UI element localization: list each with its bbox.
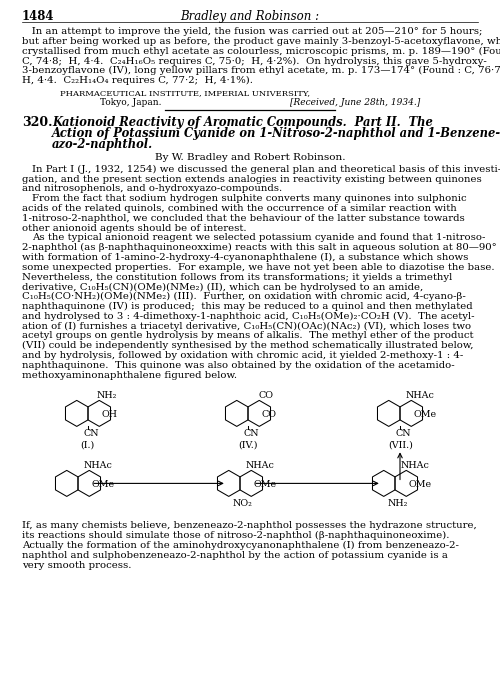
Text: NO₂: NO₂ bbox=[233, 499, 253, 509]
Text: Bradley and Robinson :: Bradley and Robinson : bbox=[180, 10, 320, 23]
Text: azo-2-naphthol.: azo-2-naphthol. bbox=[52, 138, 153, 151]
Text: some unexpected properties.  For example, we have not yet been able to diazotise: some unexpected properties. For example,… bbox=[22, 263, 494, 272]
Text: but after being worked up as before, the product gave mainly 3-benzoyl-5-acetoxy: but after being worked up as before, the… bbox=[22, 37, 500, 45]
Text: and by hydrolysis, followed by oxidation with chromic acid, it yielded 2-methoxy: and by hydrolysis, followed by oxidation… bbox=[22, 351, 463, 360]
Text: ation of (I) furnishes a triacetyl derivative, C₁₀H₅(CN)(OAc)(NAc₂) (VI), which : ation of (I) furnishes a triacetyl deriv… bbox=[22, 322, 471, 331]
Text: In an attempt to improve the yield, the fusion was carried out at 205—210° for 5: In an attempt to improve the yield, the … bbox=[22, 27, 482, 36]
Text: crystallised from much ethyl acetate as colourless, microscopic prisms, m. p. 18: crystallised from much ethyl acetate as … bbox=[22, 47, 500, 56]
Text: OMe: OMe bbox=[414, 410, 436, 420]
Text: CN: CN bbox=[243, 429, 258, 439]
Text: (I.): (I.) bbox=[80, 441, 94, 449]
Text: CN: CN bbox=[83, 429, 98, 439]
Text: OMe: OMe bbox=[408, 481, 432, 490]
Text: naphthol and sulphobenzeneazo-2-naphthol by the action of potassium cyanide is a: naphthol and sulphobenzeneazo-2-naphthol… bbox=[22, 551, 448, 559]
Text: C₁₀H₅(CO·NH₂)(OMe)(NMe₂) (III).  Further, on oxidation with chromic acid, 4-cyan: C₁₀H₅(CO·NH₂)(OMe)(NMe₂) (III). Further,… bbox=[22, 292, 466, 301]
Text: CO: CO bbox=[262, 410, 276, 420]
Text: methoxyaminonaphthalene figured below.: methoxyaminonaphthalene figured below. bbox=[22, 371, 237, 380]
Text: naphthaquinone (IV) is produced;  this may be reduced to a quinol and then methy: naphthaquinone (IV) is produced; this ma… bbox=[22, 302, 472, 311]
Text: Actually the formation of the aminohydroxycyanonaphthalene (I) from benzeneazo-2: Actually the formation of the aminohydro… bbox=[22, 541, 459, 550]
Text: 320.: 320. bbox=[22, 116, 52, 129]
Text: OMe: OMe bbox=[254, 481, 276, 490]
Text: with formation of 1-amino-2-hydroxy-4-cyanonaphthalene (I), a substance which sh: with formation of 1-amino-2-hydroxy-4-cy… bbox=[22, 253, 468, 262]
Text: and hydrolysed to 3 : 4-dimethoxy-1-naphthoic acid, C₁₀H₅(OMe)₂·CO₂H (V).  The a: and hydrolysed to 3 : 4-dimethoxy-1-naph… bbox=[22, 312, 474, 321]
Text: H, 4·4.  C₂₂H₁₄O₄ requires C, 77·2;  H, 4·1%).: H, 4·4. C₂₂H₁₄O₄ requires C, 77·2; H, 4·… bbox=[22, 76, 253, 85]
Text: CO: CO bbox=[258, 391, 274, 401]
Text: [Received, June 28th, 1934.]: [Received, June 28th, 1934.] bbox=[290, 98, 420, 107]
Text: NHAc: NHAc bbox=[400, 462, 429, 471]
Text: Tokyo, Japan.: Tokyo, Japan. bbox=[100, 98, 162, 107]
Text: and nitrosophenols, and o-hydroxyazo-compounds.: and nitrosophenols, and o-hydroxyazo-com… bbox=[22, 185, 282, 194]
Text: Action of Potassium Cyanide on 1-Nitroso-2-naphthol and 1-Benzene-: Action of Potassium Cyanide on 1-Nitroso… bbox=[52, 127, 500, 140]
Text: gation, and the present section extends analogies in reactivity existing between: gation, and the present section extends … bbox=[22, 175, 482, 183]
Text: CN: CN bbox=[395, 429, 410, 439]
Text: 1-nitroso-2-naphthol, we concluded that the behaviour of the latter substance to: 1-nitroso-2-naphthol, we concluded that … bbox=[22, 214, 465, 223]
Text: very smooth process.: very smooth process. bbox=[22, 561, 132, 570]
Text: (IV.): (IV.) bbox=[238, 441, 258, 449]
Text: NHAc: NHAc bbox=[84, 462, 112, 471]
Text: In Part I (J., 1932, 1254) we discussed the general plan and theoretical basis o: In Part I (J., 1932, 1254) we discussed … bbox=[32, 165, 500, 174]
Text: (VII.): (VII.) bbox=[388, 441, 413, 449]
Text: By W. Bradley and Robert Robinson.: By W. Bradley and Robert Robinson. bbox=[155, 153, 345, 162]
Text: NHAc: NHAc bbox=[246, 462, 274, 471]
Text: 3-benzoyflavone (IV), long yellow pillars from ethyl acetate, m. p. 173—174° (Fo: 3-benzoyflavone (IV), long yellow pillar… bbox=[22, 66, 500, 75]
Text: acetyl groups on gentle hydrolysis by means of alkalis.  The methyl ether of the: acetyl groups on gentle hydrolysis by me… bbox=[22, 331, 473, 340]
Text: (VII) could be independently synthesised by the method schematically illustrated: (VII) could be independently synthesised… bbox=[22, 342, 473, 350]
Text: acids of the related quinols, combined with the occurrence of a similar reaction: acids of the related quinols, combined w… bbox=[22, 204, 457, 213]
Text: other anionoid agents should be of interest.: other anionoid agents should be of inter… bbox=[22, 223, 246, 233]
Text: PHARMACEUTICAL INSTITUTE, IMPERIAL UNIVERSITY,: PHARMACEUTICAL INSTITUTE, IMPERIAL UNIVE… bbox=[60, 89, 310, 97]
Text: naphthaquinone.  This quinone was also obtained by the oxidation of the acetamid: naphthaquinone. This quinone was also ob… bbox=[22, 361, 454, 370]
Text: C, 74·8;  H, 4·4.  C₂₄H₁₆O₅ requires C, 75·0;  H, 4·2%).  On hydrolysis, this ga: C, 74·8; H, 4·4. C₂₄H₁₆O₅ requires C, 75… bbox=[22, 56, 487, 66]
Text: its reactions should simulate those of nitroso-2-naphthol (β-naphthaquinoneoxime: its reactions should simulate those of n… bbox=[22, 531, 450, 540]
Text: 2-naphthol (as β-naphthaquinoneoxxime) reacts with this salt in aqueous solution: 2-naphthol (as β-naphthaquinoneoxxime) r… bbox=[22, 243, 497, 253]
Text: NH₂: NH₂ bbox=[96, 391, 116, 401]
Text: If, as many chemists believe, benzeneazo-2-naphthol possesses the hydrazone stru: If, as many chemists believe, benzeneazo… bbox=[22, 521, 477, 530]
Text: Kationoid Reactivity of Aromatic Compounds.  Part II.  The: Kationoid Reactivity of Aromatic Compoun… bbox=[52, 116, 433, 129]
Text: NH₂: NH₂ bbox=[388, 499, 408, 509]
Text: 1484: 1484 bbox=[22, 10, 54, 23]
Text: OH: OH bbox=[102, 410, 117, 420]
Text: Nevertheless, the constitution follows from its transformations; it yields a tri: Nevertheless, the constitution follows f… bbox=[22, 272, 452, 282]
Text: From the fact that sodium hydrogen sulphite converts many quinones into sulphoni: From the fact that sodium hydrogen sulph… bbox=[32, 194, 466, 203]
Text: As the typical anionoid reagent we selected potassium cyanide and found that 1-n: As the typical anionoid reagent we selec… bbox=[32, 234, 486, 242]
Text: derivative, C₁₀H₅(CN)(OMe)(NMe₂) (II), which can be hydrolysed to an amide,: derivative, C₁₀H₅(CN)(OMe)(NMe₂) (II), w… bbox=[22, 282, 423, 291]
Text: NHAc: NHAc bbox=[406, 391, 434, 401]
Text: OMe: OMe bbox=[92, 481, 114, 490]
